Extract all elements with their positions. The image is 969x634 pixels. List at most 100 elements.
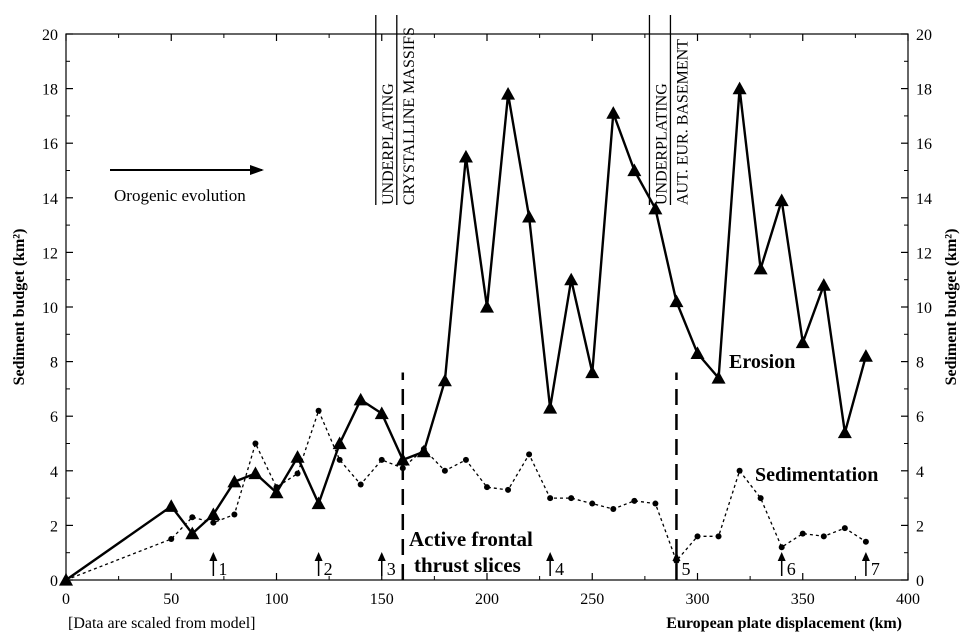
- event-arrow-label: 4: [555, 559, 564, 579]
- erosion-point: [753, 261, 768, 275]
- event-arrow-head: [314, 552, 323, 561]
- event-arrow-head: [546, 552, 555, 561]
- event-arrow-label: 2: [324, 559, 333, 579]
- y-left-tick-label: 10: [42, 300, 58, 317]
- sedimentation-point: [484, 484, 490, 491]
- y-axis-right-title: Sediment budget (km²): [943, 229, 960, 386]
- x-tick-label: 300: [686, 591, 710, 608]
- event-arrow-head: [861, 552, 870, 561]
- erosion-point: [858, 349, 873, 362]
- y-left-tick-label: 20: [42, 27, 58, 44]
- erosion-point: [732, 81, 747, 95]
- x-tick-label: 150: [370, 591, 394, 608]
- erosion-point: [711, 370, 726, 384]
- sedimentation-point: [841, 525, 848, 532]
- phase-label-group: UNDERPLATING CRYSTALLINE MASSIFS: [375, 15, 418, 205]
- erosion-point: [606, 106, 621, 119]
- erosion-point: [395, 452, 410, 466]
- sedimentation-point: [420, 445, 427, 452]
- y-right-tick-label: 16: [916, 136, 932, 153]
- erosion-point: [669, 294, 684, 308]
- sedimentation-point: [315, 407, 322, 414]
- y-left-tick-label: 14: [42, 191, 58, 208]
- series-layer: [59, 81, 873, 586]
- erosion-point: [290, 450, 305, 463]
- event-arrow-label: 3: [387, 559, 396, 579]
- sedimentation-point: [862, 538, 869, 545]
- y-left-tick-label: 8: [50, 355, 58, 372]
- sedimentation-point: [189, 514, 196, 521]
- x-axis-title: European plate displacement (km): [666, 615, 902, 632]
- erosion-point: [269, 485, 284, 499]
- sedimentation-point: [799, 530, 806, 537]
- erosion-point: [458, 149, 473, 163]
- x-tick-label: 200: [475, 591, 499, 608]
- y-left-tick-label: 2: [50, 518, 58, 535]
- erosion-point: [522, 209, 537, 223]
- phase-label-line1: UNDERPLATING: [653, 83, 670, 205]
- erosion-point: [185, 526, 200, 540]
- phase-label-line1: UNDERPLATING: [380, 83, 397, 205]
- x-tick-label: 50: [163, 591, 179, 608]
- orogenic-evolution-label: Orogenic evolution: [114, 186, 246, 205]
- y-left-tick-label: 16: [42, 136, 58, 153]
- y-right-tick-label: 12: [916, 245, 932, 262]
- y-right-tick-label: 10: [916, 300, 932, 317]
- sedimentation-point: [273, 484, 280, 491]
- event-arrow-head: [672, 552, 681, 561]
- erosion-point: [795, 335, 810, 349]
- event-arrow-label: 1: [218, 559, 227, 579]
- sedimentation-point: [357, 481, 364, 488]
- erosion-point: [437, 373, 452, 387]
- event-arrow-label: 7: [871, 559, 880, 579]
- sedimentation-point: [757, 495, 764, 502]
- sedimentation-point: [63, 577, 69, 583]
- sedimentation-point: [715, 533, 722, 540]
- erosion-point: [690, 346, 705, 360]
- y-right-tick-label: 18: [916, 82, 932, 99]
- sedimentation-point: [778, 544, 785, 551]
- erosion-point: [353, 392, 368, 406]
- x-tick-label: 350: [791, 591, 815, 608]
- erosion-point: [227, 474, 242, 488]
- sedimentation-point: [694, 533, 701, 540]
- sedimentation-point: [589, 500, 596, 507]
- x-tick-label: 400: [896, 591, 920, 608]
- sedimentation-point: [505, 486, 512, 493]
- sedimentation-point: [652, 500, 659, 507]
- sedimentation-point: [231, 511, 238, 518]
- erosion-point: [480, 300, 494, 313]
- erosion-point: [248, 466, 263, 480]
- sedimentation-point: [568, 495, 575, 502]
- y-right-tick-label: 20: [916, 27, 932, 44]
- erosion-point: [816, 278, 831, 291]
- erosion-point: [648, 201, 663, 215]
- y-right-tick-label: 0: [916, 573, 924, 590]
- erosion-point: [564, 272, 579, 286]
- sedimentation-point: [820, 533, 827, 540]
- sedimentation-point: [168, 536, 175, 543]
- erosion-point: [332, 436, 347, 450]
- sedimentation-point: [441, 467, 448, 474]
- sedimentation-point: [547, 495, 554, 502]
- x-tick-label: 0: [62, 591, 70, 608]
- erosion-series-label: Erosion: [729, 351, 795, 373]
- y-right-tick-label: 4: [916, 464, 924, 481]
- sedimentation-point: [210, 519, 217, 526]
- erosion-point: [311, 496, 326, 510]
- y-left-tick-label: 6: [50, 409, 58, 426]
- event-arrow-label: 6: [787, 559, 796, 579]
- event-arrow-label: 5: [681, 559, 690, 579]
- axis-ticks: [65, 33, 909, 581]
- phase-label-group: UNDERPLATING AUT. EUR. BASEMENT: [648, 15, 691, 205]
- phase-lines: UNDERPLATING CRYSTALLINE MASSIFS UNDERPLAT…: [375, 15, 691, 580]
- y-left-tick-label: 12: [42, 245, 58, 262]
- event-arrow-head: [377, 552, 386, 561]
- sedimentation-point: [378, 456, 385, 463]
- phase-label-line2: AUT. EUR. BASEMENT: [674, 39, 691, 205]
- erosion-point: [164, 499, 179, 512]
- erosion-point: [837, 425, 852, 439]
- erosion-point: [374, 406, 389, 420]
- sedimentation-point: [336, 456, 343, 463]
